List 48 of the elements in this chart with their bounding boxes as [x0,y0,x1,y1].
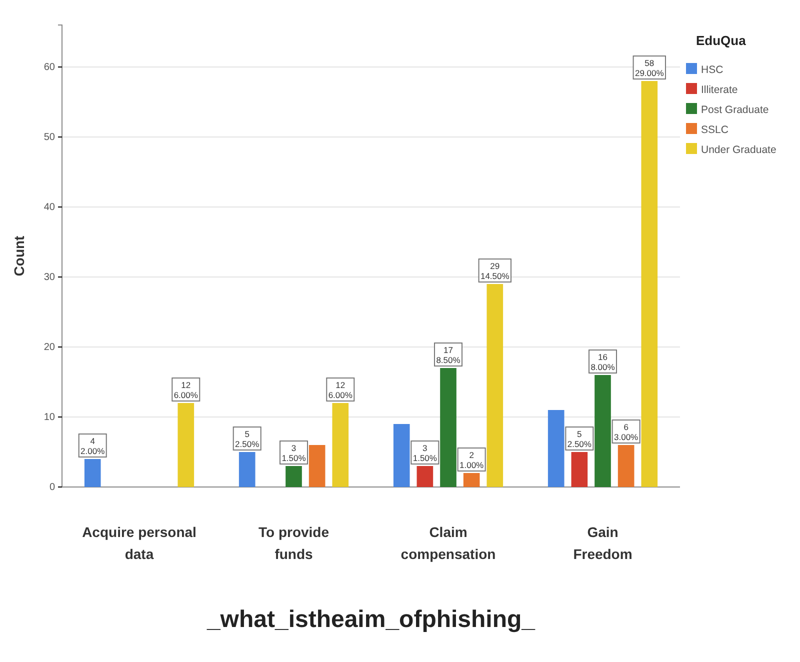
legend-label: Under Graduate [701,144,776,156]
bar [641,81,658,487]
bar [594,375,611,487]
x-axis-title: _what_istheaim_ofphishing_ [206,606,536,633]
data-label: 3 1.50% [282,443,306,463]
y-tick-label: 20 [44,342,56,354]
y-axis-title: Count [11,235,27,276]
y-tick-label: 60 [44,62,56,74]
data-label: 29 14.50% [480,261,510,281]
legend-label: SSLC [701,124,729,136]
data-label: 5 2.50% [567,429,592,449]
data-label: 58 29.00% [634,58,664,78]
y-tick-label: 30 [44,272,56,284]
bar [618,445,634,487]
data-label: 6 3.00% [614,422,639,442]
data-label: 5 2.50% [235,429,260,449]
bar [308,445,326,487]
y-tick-label: 0 [49,482,56,494]
data-label: 17 8.50% [436,345,461,365]
data-label: 2 1.00% [460,450,484,470]
x-tick-label: Gain Freedom [573,524,632,562]
bar [548,410,564,487]
x-tick-label: Acquire personal data [82,524,196,562]
y-tick-label: 50 [44,132,56,144]
bar [332,403,349,487]
data-label: 4 2.00% [80,436,106,456]
data-label: 12 6.00% [328,380,353,400]
bar [178,403,194,487]
bar [571,452,588,487]
bar [486,284,504,487]
data-label: 3 1.50% [412,443,438,463]
x-tick-label: Claim compensation [400,524,496,562]
bar [84,459,101,487]
legend-title: EduQua [696,33,747,48]
data-label: 12 6.00% [174,380,198,400]
legend-label: Post Graduate [701,104,769,116]
x-tick-label: To provide funds [258,524,330,562]
bar [238,452,256,487]
bar [440,368,456,487]
legend-label: Illiterate [701,84,738,96]
bar [463,473,480,487]
y-tick-label: 10 [44,412,56,424]
legend-label: HSC [701,64,724,76]
bar [416,466,434,487]
y-tick-label: 40 [44,202,56,214]
bar [286,466,302,487]
data-label: 16 8.00% [590,352,616,372]
bar [393,424,410,487]
